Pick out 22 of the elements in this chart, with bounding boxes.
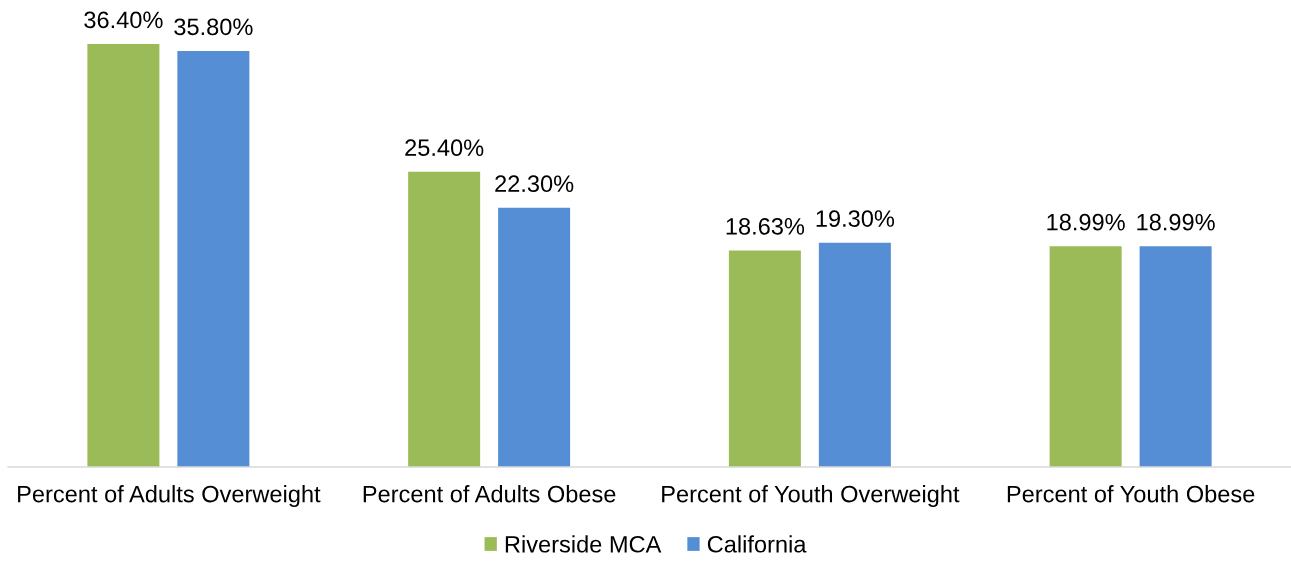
bar xyxy=(1049,246,1122,467)
data-label: 25.40% xyxy=(405,139,484,157)
bar xyxy=(818,242,891,467)
x-tick-label: Percent of Youth Obese xyxy=(1007,485,1255,503)
data-label: 36.40% xyxy=(84,11,163,29)
x-tick-label: Percent of Youth Overweight xyxy=(662,485,960,508)
data-label: 35.80% xyxy=(174,18,253,36)
data-label: 18.99% xyxy=(1137,213,1215,231)
data-label: 18.99% xyxy=(1047,213,1125,231)
data-label: 19.30% xyxy=(816,210,895,227)
bar xyxy=(408,171,481,467)
bar xyxy=(87,44,160,467)
data-label: 18.63% xyxy=(726,218,805,235)
x-tick-label: Percent of Adults Obese xyxy=(363,485,616,503)
data-label: 22.30% xyxy=(495,175,574,193)
legend-label: California xyxy=(707,535,807,553)
x-tick-label: Percent of Adults Overweight xyxy=(18,485,321,508)
bar xyxy=(728,250,801,467)
legend-label: Riverside MCA xyxy=(505,535,662,553)
bar xyxy=(1139,246,1212,467)
bar xyxy=(177,50,250,467)
bar xyxy=(498,207,571,467)
